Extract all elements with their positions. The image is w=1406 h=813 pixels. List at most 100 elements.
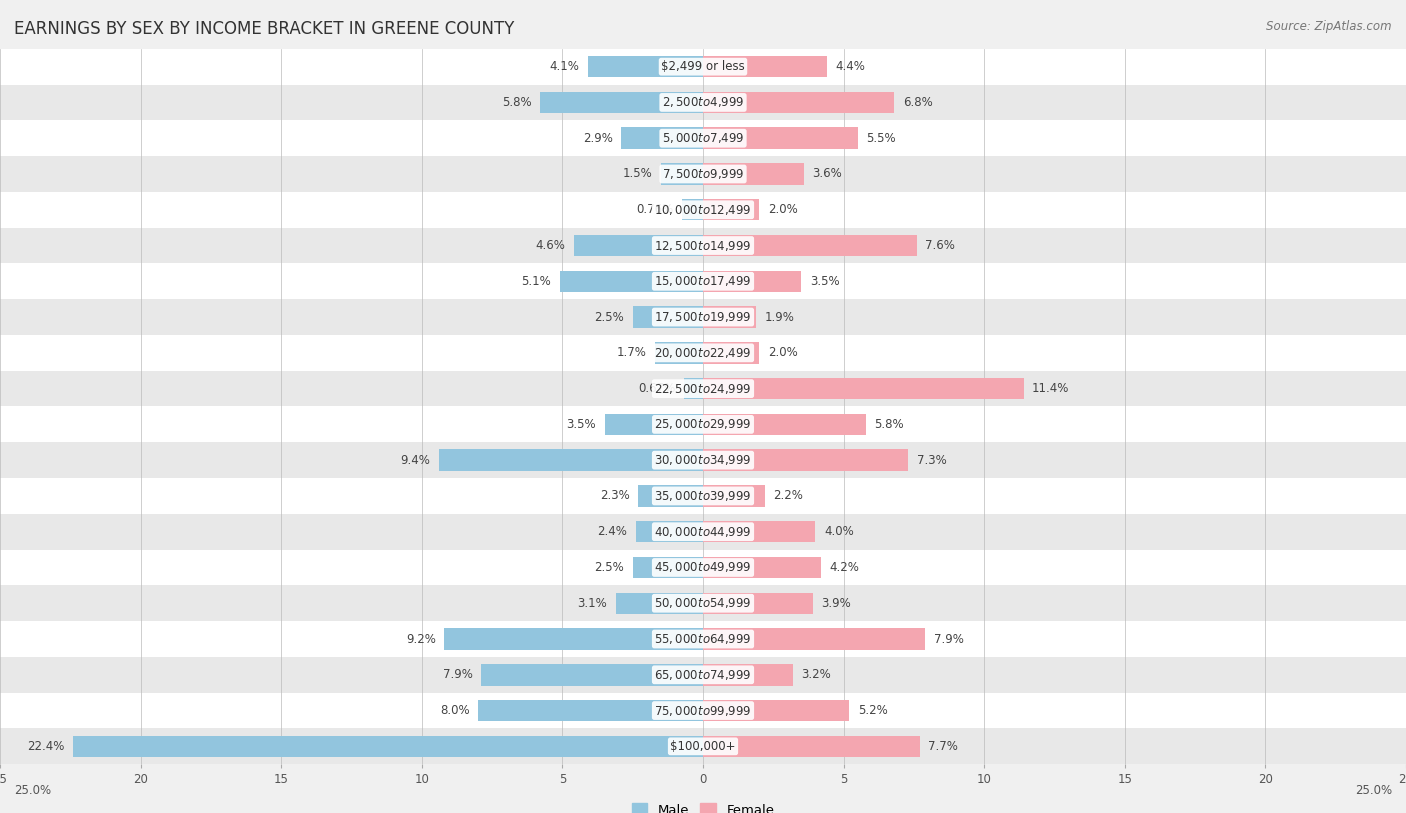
Text: 2.2%: 2.2% <box>773 489 803 502</box>
Bar <box>560 271 703 292</box>
Bar <box>682 199 703 220</box>
Text: 25.0%: 25.0% <box>14 784 51 797</box>
Text: 2.0%: 2.0% <box>768 346 797 359</box>
Bar <box>703 736 920 757</box>
Bar <box>633 557 703 578</box>
Text: 4.1%: 4.1% <box>550 60 579 73</box>
Bar <box>703 557 821 578</box>
Bar <box>574 235 703 256</box>
Bar <box>0 728 1406 764</box>
Text: $7,500 to $9,999: $7,500 to $9,999 <box>662 167 744 181</box>
Text: $15,000 to $17,499: $15,000 to $17,499 <box>654 274 752 289</box>
Bar <box>0 478 1406 514</box>
Text: 2.4%: 2.4% <box>598 525 627 538</box>
Bar <box>0 49 1406 85</box>
Text: 4.4%: 4.4% <box>835 60 865 73</box>
Text: 2.0%: 2.0% <box>768 203 797 216</box>
Text: 3.5%: 3.5% <box>810 275 839 288</box>
Text: 11.4%: 11.4% <box>1032 382 1070 395</box>
Text: 6.8%: 6.8% <box>903 96 932 109</box>
Text: $2,499 or less: $2,499 or less <box>661 60 745 73</box>
Bar <box>0 693 1406 728</box>
Bar <box>0 550 1406 585</box>
Text: 5.8%: 5.8% <box>875 418 904 431</box>
Text: $55,000 to $64,999: $55,000 to $64,999 <box>654 632 752 646</box>
Text: 1.5%: 1.5% <box>623 167 652 180</box>
Text: 2.5%: 2.5% <box>595 311 624 324</box>
Bar <box>0 621 1406 657</box>
Text: $30,000 to $34,999: $30,000 to $34,999 <box>654 453 752 467</box>
Bar <box>703 235 917 256</box>
Bar <box>703 593 813 614</box>
Bar <box>0 85 1406 120</box>
Bar <box>703 163 804 185</box>
Text: $5,000 to $7,499: $5,000 to $7,499 <box>662 131 744 146</box>
Bar <box>703 56 827 77</box>
Text: 7.9%: 7.9% <box>934 633 963 646</box>
Bar <box>616 593 703 614</box>
Text: $45,000 to $49,999: $45,000 to $49,999 <box>654 560 752 575</box>
Bar <box>703 128 858 149</box>
Text: $2,500 to $4,999: $2,500 to $4,999 <box>662 95 744 110</box>
Text: 4.0%: 4.0% <box>824 525 853 538</box>
Text: 2.9%: 2.9% <box>583 132 613 145</box>
Text: 0.67%: 0.67% <box>638 382 676 395</box>
Bar <box>478 700 703 721</box>
Bar <box>73 736 703 757</box>
Bar <box>481 664 703 685</box>
Bar <box>703 92 894 113</box>
Text: 5.5%: 5.5% <box>866 132 896 145</box>
Bar <box>636 521 703 542</box>
Bar <box>0 228 1406 263</box>
Text: $40,000 to $44,999: $40,000 to $44,999 <box>654 524 752 539</box>
Bar <box>703 378 1024 399</box>
Text: 2.3%: 2.3% <box>600 489 630 502</box>
Text: EARNINGS BY SEX BY INCOME BRACKET IN GREENE COUNTY: EARNINGS BY SEX BY INCOME BRACKET IN GRE… <box>14 20 515 38</box>
Text: $22,500 to $24,999: $22,500 to $24,999 <box>654 381 752 396</box>
Bar <box>0 371 1406 406</box>
Bar <box>605 414 703 435</box>
Text: 7.7%: 7.7% <box>928 740 957 753</box>
Text: $25,000 to $29,999: $25,000 to $29,999 <box>654 417 752 432</box>
Bar <box>0 192 1406 228</box>
Text: 9.2%: 9.2% <box>406 633 436 646</box>
Text: 3.1%: 3.1% <box>578 597 607 610</box>
Text: $12,500 to $14,999: $12,500 to $14,999 <box>654 238 752 253</box>
Bar <box>703 521 815 542</box>
Text: $75,000 to $99,999: $75,000 to $99,999 <box>654 703 752 718</box>
Text: 3.9%: 3.9% <box>821 597 851 610</box>
Text: 25.0%: 25.0% <box>1355 784 1392 797</box>
Text: 2.5%: 2.5% <box>595 561 624 574</box>
Text: $35,000 to $39,999: $35,000 to $39,999 <box>654 489 752 503</box>
Bar <box>703 414 866 435</box>
Text: $17,500 to $19,999: $17,500 to $19,999 <box>654 310 752 324</box>
Text: 5.2%: 5.2% <box>858 704 887 717</box>
Bar <box>0 120 1406 156</box>
Text: 22.4%: 22.4% <box>27 740 65 753</box>
Bar <box>661 163 703 185</box>
Text: Source: ZipAtlas.com: Source: ZipAtlas.com <box>1267 20 1392 33</box>
Bar <box>703 628 925 650</box>
Text: $65,000 to $74,999: $65,000 to $74,999 <box>654 667 752 682</box>
Text: 1.7%: 1.7% <box>617 346 647 359</box>
Bar <box>0 406 1406 442</box>
Text: $50,000 to $54,999: $50,000 to $54,999 <box>654 596 752 611</box>
Bar <box>0 299 1406 335</box>
Bar <box>703 342 759 363</box>
Text: 3.5%: 3.5% <box>567 418 596 431</box>
Text: 3.2%: 3.2% <box>801 668 831 681</box>
Bar <box>685 378 703 399</box>
Bar <box>703 307 756 328</box>
Bar <box>638 485 703 506</box>
Text: 4.6%: 4.6% <box>536 239 565 252</box>
Bar <box>540 92 703 113</box>
Text: 7.9%: 7.9% <box>443 668 472 681</box>
Bar <box>588 56 703 77</box>
Bar <box>0 514 1406 550</box>
Legend: Male, Female: Male, Female <box>626 798 780 813</box>
Bar <box>703 450 908 471</box>
Text: 3.6%: 3.6% <box>813 167 842 180</box>
Bar <box>621 128 703 149</box>
Bar <box>703 485 765 506</box>
Bar <box>0 657 1406 693</box>
